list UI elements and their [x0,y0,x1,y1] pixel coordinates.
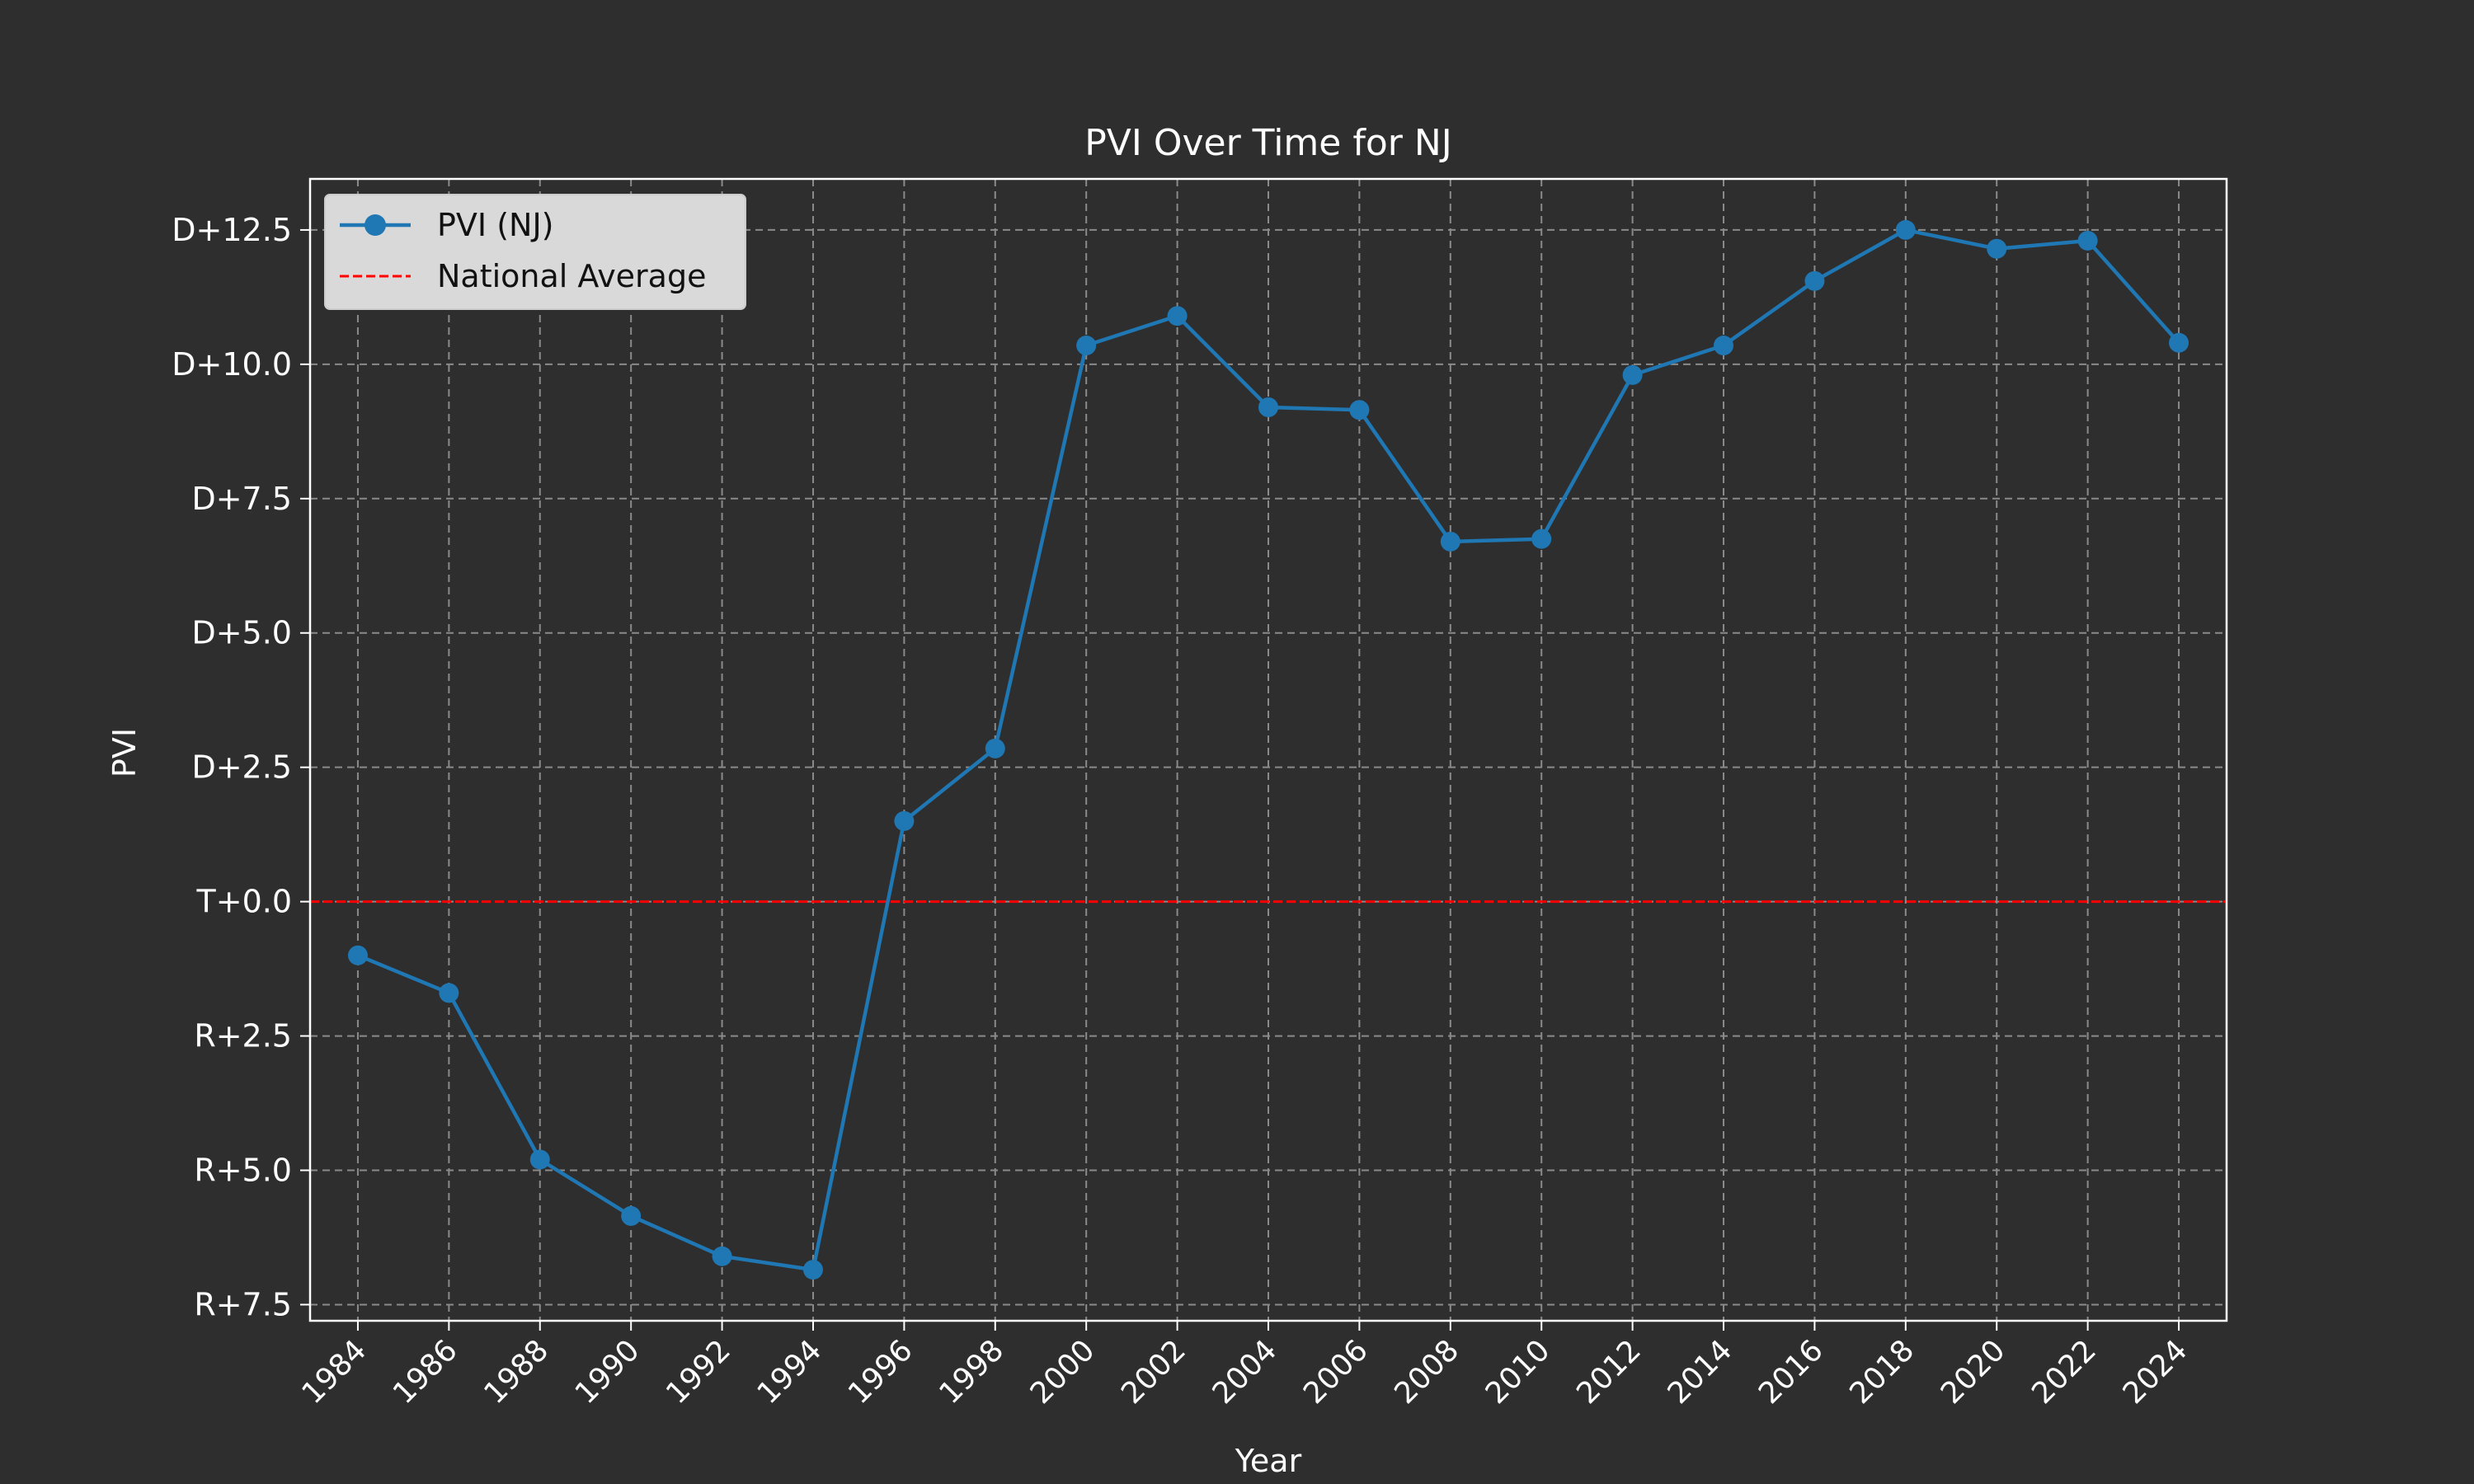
data-point [1349,400,1370,420]
y-tick-label: R+7.5 [194,1286,292,1322]
y-tick-label: D+5.0 [191,615,292,651]
data-point [1987,238,2007,259]
data-point [894,810,915,831]
y-tick-label: D+12.5 [172,212,292,248]
data-point [529,1149,550,1170]
y-tick-label: D+2.5 [191,749,292,786]
data-point [621,1205,642,1226]
data-point [712,1246,732,1266]
legend-label-national-average: National Average [437,258,706,294]
y-tick-label: D+7.5 [191,481,292,517]
data-point [985,738,1005,758]
data-point [1804,270,1825,291]
x-axis-label: Year [1235,1443,1302,1479]
data-point [1167,306,1188,326]
data-point [2169,332,2189,353]
data-point [1440,531,1460,552]
legend: PVI (NJ) National Average [324,194,746,310]
y-tick-label: R+5.0 [194,1153,292,1189]
y-axis-label: PVI [106,728,143,777]
series-layer [347,219,2189,1280]
y-tick-label: D+10.0 [172,346,292,383]
data-point [1258,397,1278,417]
y-tick-label: R+2.5 [194,1018,292,1054]
legend-box [324,194,746,310]
data-point [2077,230,2098,251]
chart-title: PVI Over Time for NJ [1084,122,1451,164]
data-point [802,1260,823,1280]
data-point [1531,528,1552,549]
y-tick-label: T+0.0 [196,884,292,920]
data-point [439,983,459,1003]
legend-marker-dot-pvi [365,214,386,236]
data-point [347,945,368,965]
data-point [1076,336,1097,356]
y-axis: D+12.5 D+10.0 D+7.5 D+5.0 D+2.5 T+0.0 R+2.5 R+5… [172,212,310,1322]
data-point [1714,336,1734,356]
data-point [1895,219,1916,240]
data-point [1622,364,1643,385]
legend-label-pvi: PVI (NJ) [437,207,553,243]
